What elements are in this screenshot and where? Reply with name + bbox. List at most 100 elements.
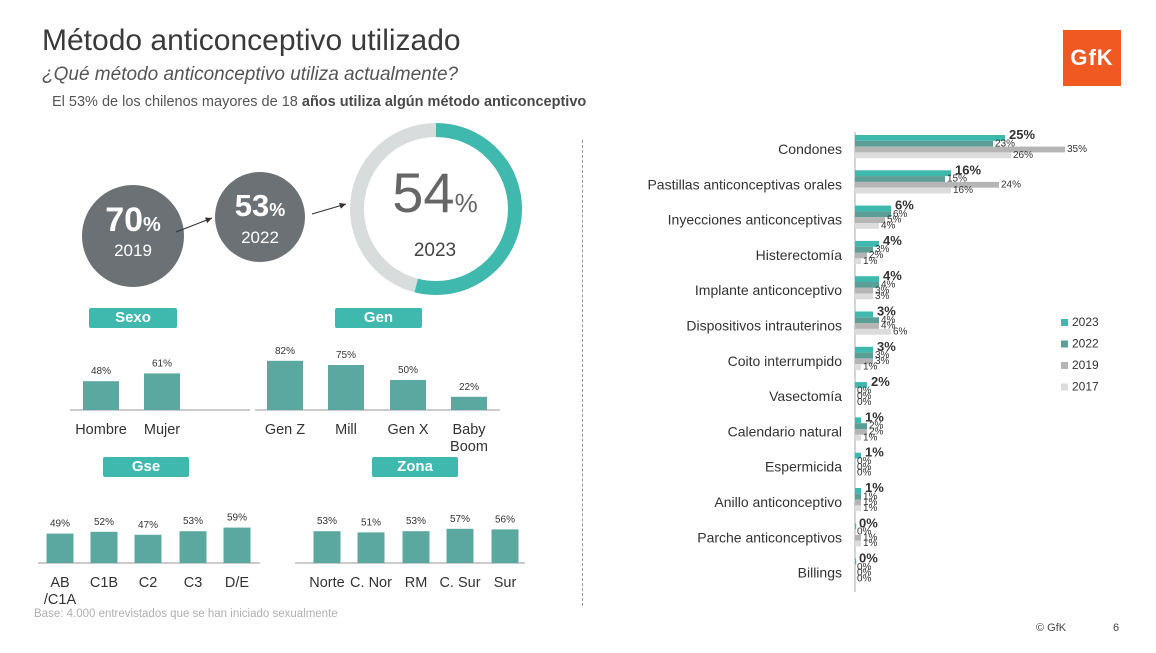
label-zona-c-nor: C. Nor (350, 575, 392, 591)
hbar-value-billings-2019: 0% (857, 568, 872, 579)
hbar-value-calendario-natural-2023: 1% (865, 409, 884, 424)
hbar-anillo-anticonceptivo-2019 (855, 499, 861, 506)
hbar-value-vasectom-a-2019: 0% (857, 391, 872, 402)
legend-label-2017: 2017 (1072, 380, 1099, 394)
hbar-label-implante-anticonceptivo: Implante anticonceptivo (695, 282, 842, 298)
bubble-2022-value: 53 (234, 188, 270, 223)
bar-gen-gen-x (390, 380, 426, 410)
hbar-label-pastillas-anticonceptivas-orales: Pastillas anticonceptivas orales (647, 176, 842, 192)
hbar-dispositivos-intrauterinos-2019 (855, 323, 879, 329)
bar-gse-d-e (223, 527, 251, 563)
hbar-implante-anticonceptivo-2023 (855, 276, 879, 282)
bubble-2022: 53% 2022 (215, 172, 305, 262)
hbar-value-parche-anticonceptivos-2023: 0% (859, 515, 878, 530)
hbar-value-condones-2022: 23% (995, 138, 1015, 149)
hbar-value-calendario-natural-2022: 2% (869, 421, 884, 432)
hbar-inyecciones-anticonceptivas-2017 (855, 223, 879, 229)
hbar-espermicida-2023 (855, 452, 861, 459)
bubble-2022-year: 2022 (241, 228, 279, 247)
label-gse-c1b: C1B (90, 575, 118, 591)
value-gse-ab-c1a: 49% (50, 519, 70, 530)
hbar-histerectom-a-2019 (855, 252, 867, 259)
hbar-label-coito-interrumpido: Coito interrumpido (728, 353, 843, 369)
label-zona-sur: Sur (494, 575, 517, 591)
bar-gse-c1b (90, 531, 118, 563)
badge-gse: Gse (103, 457, 189, 477)
hbar-value-espermicida-2023: 1% (865, 445, 884, 460)
hbar-condones-2023 (855, 135, 1005, 141)
hbar-value-calendario-natural-2019: 2% (869, 427, 884, 438)
hbar-label-inyecciones-anticonceptivas: Inyecciones anticonceptivas (668, 212, 842, 228)
hbar-value-dispositivos-intrauterinos-2022: 4% (881, 315, 896, 326)
gfk-logo: GfK (1063, 30, 1121, 86)
bar-gen-baby-boom (451, 396, 487, 410)
label-gen-mill: Mill (335, 422, 357, 438)
hbar-value-pastillas-anticonceptivas-orales-2022: 15% (947, 174, 967, 185)
bar-zona-c-sur (446, 528, 474, 563)
bubble-2019-value: 70 (105, 201, 144, 239)
hbar-calendario-natural-2017 (855, 434, 861, 441)
bar-gen-mill (328, 365, 364, 410)
hbar-condones-2019 (855, 146, 1065, 153)
value-gen-gen-x: 50% (398, 365, 418, 376)
hbar-value-condones-2019: 35% (1067, 144, 1087, 155)
hbar-value-dispositivos-intrauterinos-2023: 3% (877, 304, 896, 319)
label-zona-norte: Norte (309, 575, 344, 591)
label-gse-c3: C3 (184, 575, 203, 591)
value-gen-baby-boom: 22% (459, 382, 479, 393)
hbar-value-histerectom-a-2017: 1% (863, 256, 878, 267)
hbar-value-anillo-anticonceptivo-2023: 1% (865, 480, 884, 495)
hbar-calendario-natural-2019 (855, 429, 867, 435)
value-sexo-mujer: 61% (152, 358, 172, 369)
bubble-2019-unit: % (143, 214, 161, 236)
hbar-implante-anticonceptivo-2019 (855, 287, 873, 294)
hbar-value-anillo-anticonceptivo-2022: 1% (863, 491, 878, 502)
hbar-value-dispositivos-intrauterinos-2017: 6% (893, 326, 908, 337)
legend-swatch-2022 (1061, 340, 1068, 348)
value-zona-sur: 56% (495, 514, 515, 525)
hbar-value-calendario-natural-2017: 1% (863, 432, 878, 443)
headline-bold: años utiliza algún método anticonceptivo (301, 94, 587, 110)
page-title: Método anticonceptivo utilizado (42, 24, 461, 57)
legend-label-2023: 2023 (1072, 315, 1099, 329)
hbar-value-implante-anticonceptivo-2022: 4% (881, 280, 896, 291)
hbar-inyecciones-anticonceptivas-2023 (855, 205, 891, 212)
hbar-label-billings: Billings (798, 565, 842, 581)
bar-sexo-mujer (144, 373, 180, 410)
value-gse-c3: 53% (183, 516, 203, 527)
hbar-inyecciones-anticonceptivas-2019 (855, 217, 885, 223)
label-sexo-mujer: Mujer (144, 422, 180, 438)
arrow-2019-2022 (175, 217, 213, 233)
label-zona-c-sur: C. Sur (439, 575, 480, 591)
hbar-inyecciones-anticonceptivas-2022 (855, 211, 891, 218)
hbar-label-histerectom-a: Histerectomía (756, 247, 843, 263)
hbar-value-espermicida-2022: 0% (857, 456, 872, 467)
hbar-pastillas-anticonceptivas-orales-2019 (855, 181, 999, 188)
bar-sexo-hombre (83, 381, 119, 410)
hbar-anillo-anticonceptivo-2022 (855, 493, 861, 500)
label-gen-gen-z: Gen Z (265, 422, 305, 438)
hbar-value-billings-2017: 0% (857, 574, 872, 585)
hbar-value-espermicida-2019: 0% (857, 462, 872, 473)
hbar-label-condones: Condones (778, 141, 842, 157)
hbar-vasectom-a-2023 (855, 382, 867, 388)
bar-gse-c3 (179, 531, 207, 563)
copyright: © GfK (1036, 622, 1067, 634)
hbar-value-anillo-anticonceptivo-2019: 1% (863, 497, 878, 508)
hbar-condones-2017 (855, 152, 1011, 159)
hbar-parche-anticonceptivos-2023 (855, 523, 857, 530)
hbar-value-parche-anticonceptivos-2017: 1% (863, 538, 878, 549)
hbar-pastillas-anticonceptivas-orales-2023 (855, 170, 951, 177)
hbar-pastillas-anticonceptivas-orales-2022 (855, 176, 945, 182)
hbar-implante-anticonceptivo-2017 (855, 293, 873, 300)
hbar-value-billings-2023: 0% (859, 551, 878, 566)
hbar-dispositivos-intrauterinos-2017 (855, 328, 891, 335)
hbar-label-parche-anticonceptivos: Parche anticonceptivos (697, 529, 842, 545)
bubble-2022-unit: % (269, 200, 286, 220)
hbar-histerectom-a-2017 (855, 258, 861, 265)
hbar-value-billings-2022: 0% (857, 562, 872, 573)
hbar-value-coito-interrumpido-2017: 1% (863, 362, 878, 373)
value-gse-c2: 47% (138, 520, 158, 531)
label-gen-baby-boom-1: Boom (450, 439, 488, 455)
arrow-2019-2022-head (205, 217, 212, 224)
